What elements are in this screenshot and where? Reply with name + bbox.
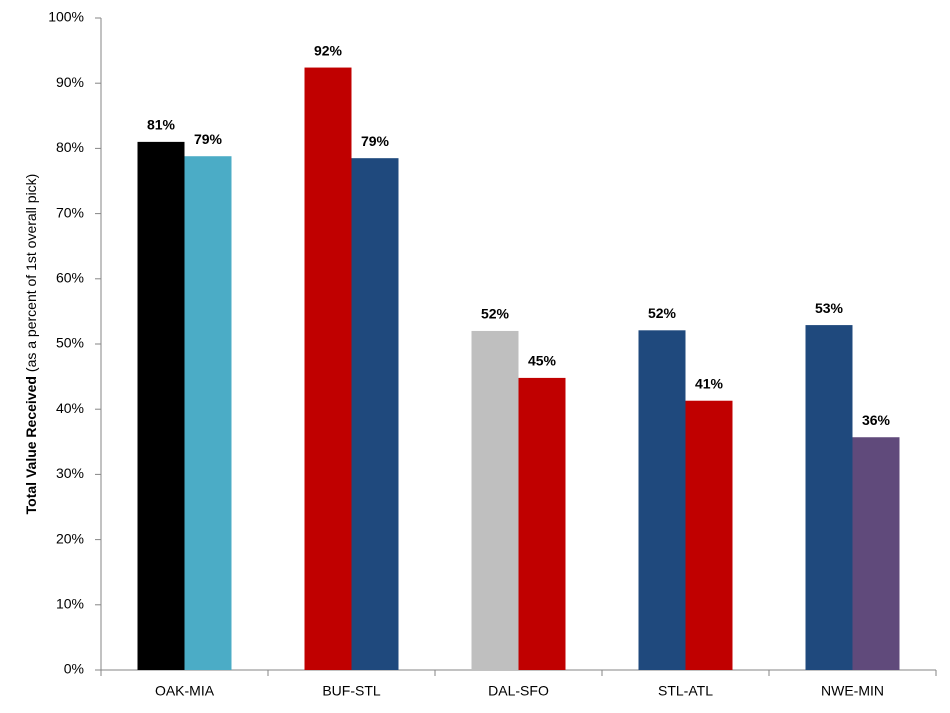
y-tick-label: 80% [56, 139, 84, 155]
value-label: 52% [481, 306, 510, 322]
bar [304, 67, 352, 670]
y-tick-label: 70% [56, 204, 84, 220]
x-tick-label: BUF-STL [322, 683, 381, 699]
x-tick-label: NWE-MIN [821, 683, 884, 699]
y-tick-label: 30% [56, 465, 84, 481]
x-tick-label: DAL-SFO [488, 683, 549, 699]
bar [184, 156, 232, 670]
value-label: 36% [862, 412, 891, 428]
y-axis-title: Total Value Received [23, 376, 39, 514]
y-tick-label: 0% [64, 661, 84, 677]
value-label: 41% [695, 375, 724, 391]
x-tick-label: STL-ATL [658, 683, 713, 699]
y-axis-label: Total Value Received (as a percent of 1st… [23, 174, 39, 515]
bar [351, 158, 399, 670]
value-label: 79% [361, 133, 390, 149]
bar [137, 141, 185, 670]
bar [852, 437, 900, 670]
bar [471, 330, 519, 670]
y-axis-note: (as a percent of 1st overall pick) [23, 174, 39, 372]
x-tick-label: OAK-MIA [155, 683, 215, 699]
y-tick-label: 60% [56, 270, 84, 286]
y-tick-label: 50% [56, 335, 84, 351]
y-tick-label: 10% [56, 596, 84, 612]
value-label: 81% [147, 117, 176, 133]
value-label: 79% [194, 131, 223, 147]
bar [638, 330, 686, 670]
value-label: 52% [648, 305, 677, 321]
y-tick-label: 40% [56, 400, 84, 416]
y-tick-label: 90% [56, 74, 84, 90]
bar [685, 400, 733, 670]
y-tick-label: 20% [56, 530, 84, 546]
value-label: 92% [314, 42, 343, 58]
value-label: 53% [815, 300, 844, 316]
y-tick-label: 100% [48, 9, 84, 25]
value-label: 45% [528, 353, 557, 369]
bar [805, 325, 853, 670]
bar [518, 377, 566, 670]
